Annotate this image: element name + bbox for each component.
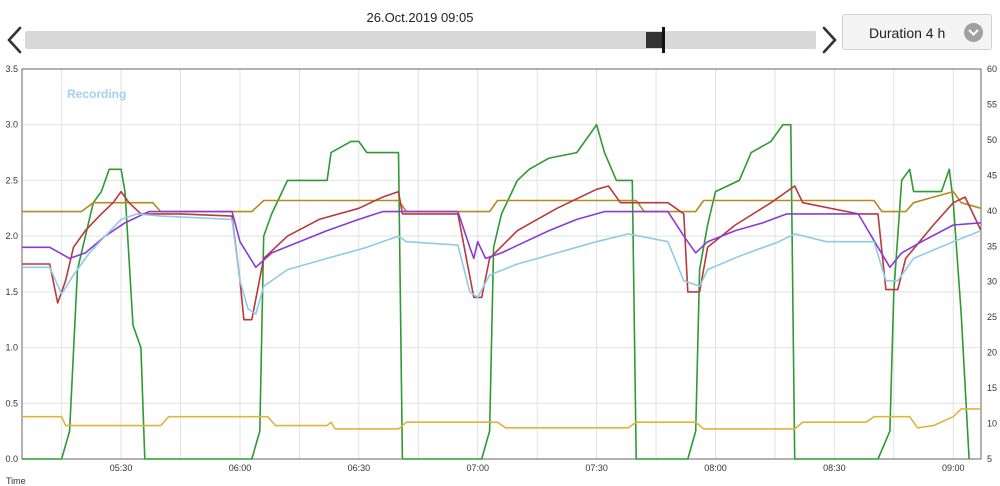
chevron-down-icon [964,23,983,42]
y-left-tick-label: 2.0 [5,231,18,241]
y-left-tick-label: 0.5 [5,398,18,408]
x-tick-label: 06:00 [229,463,252,473]
y-right-tick-label: 30 [987,277,997,287]
y-left-tick-label: 1.0 [5,343,18,353]
y-left-tick-label: 2.5 [5,175,18,185]
timeline-slider-thumb[interactable] [646,32,662,48]
x-axis-label: Time [6,476,26,486]
chevron-right-icon [822,26,837,54]
y-left-tick-label: 1.5 [5,287,18,297]
y-left-tick-label: 3.0 [5,120,18,130]
legend-recording: Recording [67,87,126,101]
series-line-6 [22,408,981,430]
x-tick-label: 09:00 [942,463,965,473]
y-right-tick-label: 50 [987,135,997,145]
y-left-tick-label: 3.5 [5,64,18,74]
y-right-tick-label: 25 [987,312,997,322]
series-line-5 [22,213,982,315]
y-right-tick-label: 40 [987,206,997,216]
timeline-header: 26.Oct.2019 09:05 Duration 4 h [0,0,1000,64]
x-tick-label: 06:30 [348,463,371,473]
duration-dropdown[interactable]: Duration 4 h [842,14,992,50]
plot-area [21,68,982,460]
y-right-tick-label: 60 [987,64,997,74]
y-left-tick-label: 0.0 [5,454,18,464]
timeline-slider-track[interactable] [25,31,816,49]
duration-label: Duration 4 h [869,25,946,41]
x-tick-label: 05:30 [110,463,133,473]
timeline-slider-marker [662,27,665,53]
series-line-3 [22,185,982,321]
x-tick-label: 08:00 [704,463,727,473]
series-line-2 [22,190,982,213]
y-right-tick-label: 45 [987,170,997,180]
y-right-tick-label: 10 [987,419,997,429]
series-line-4 [22,210,982,269]
y-right-tick-label: 35 [987,241,997,251]
line-chart: 0.0 0.5 1.0 1.5 2.0 2.5 3.0 3.5 5 10 15 20 25 30 35 40 4… [5,64,997,473]
x-tick-label: 07:00 [466,463,489,473]
chevron-left-icon [7,26,22,54]
x-tick-label: 08:30 [823,463,846,473]
series-line-1 [22,123,970,460]
y-right-tick-label: 15 [987,383,997,393]
y-right-tick-label: 20 [987,348,997,358]
previous-button[interactable] [3,22,27,58]
x-tick-label: 07:30 [585,463,608,473]
y-right-tick-label: 55 [987,99,997,109]
y-right-tick-label: 5 [987,454,992,464]
date-label: 26.Oct.2019 09:05 [366,10,474,25]
next-button[interactable] [817,22,841,58]
